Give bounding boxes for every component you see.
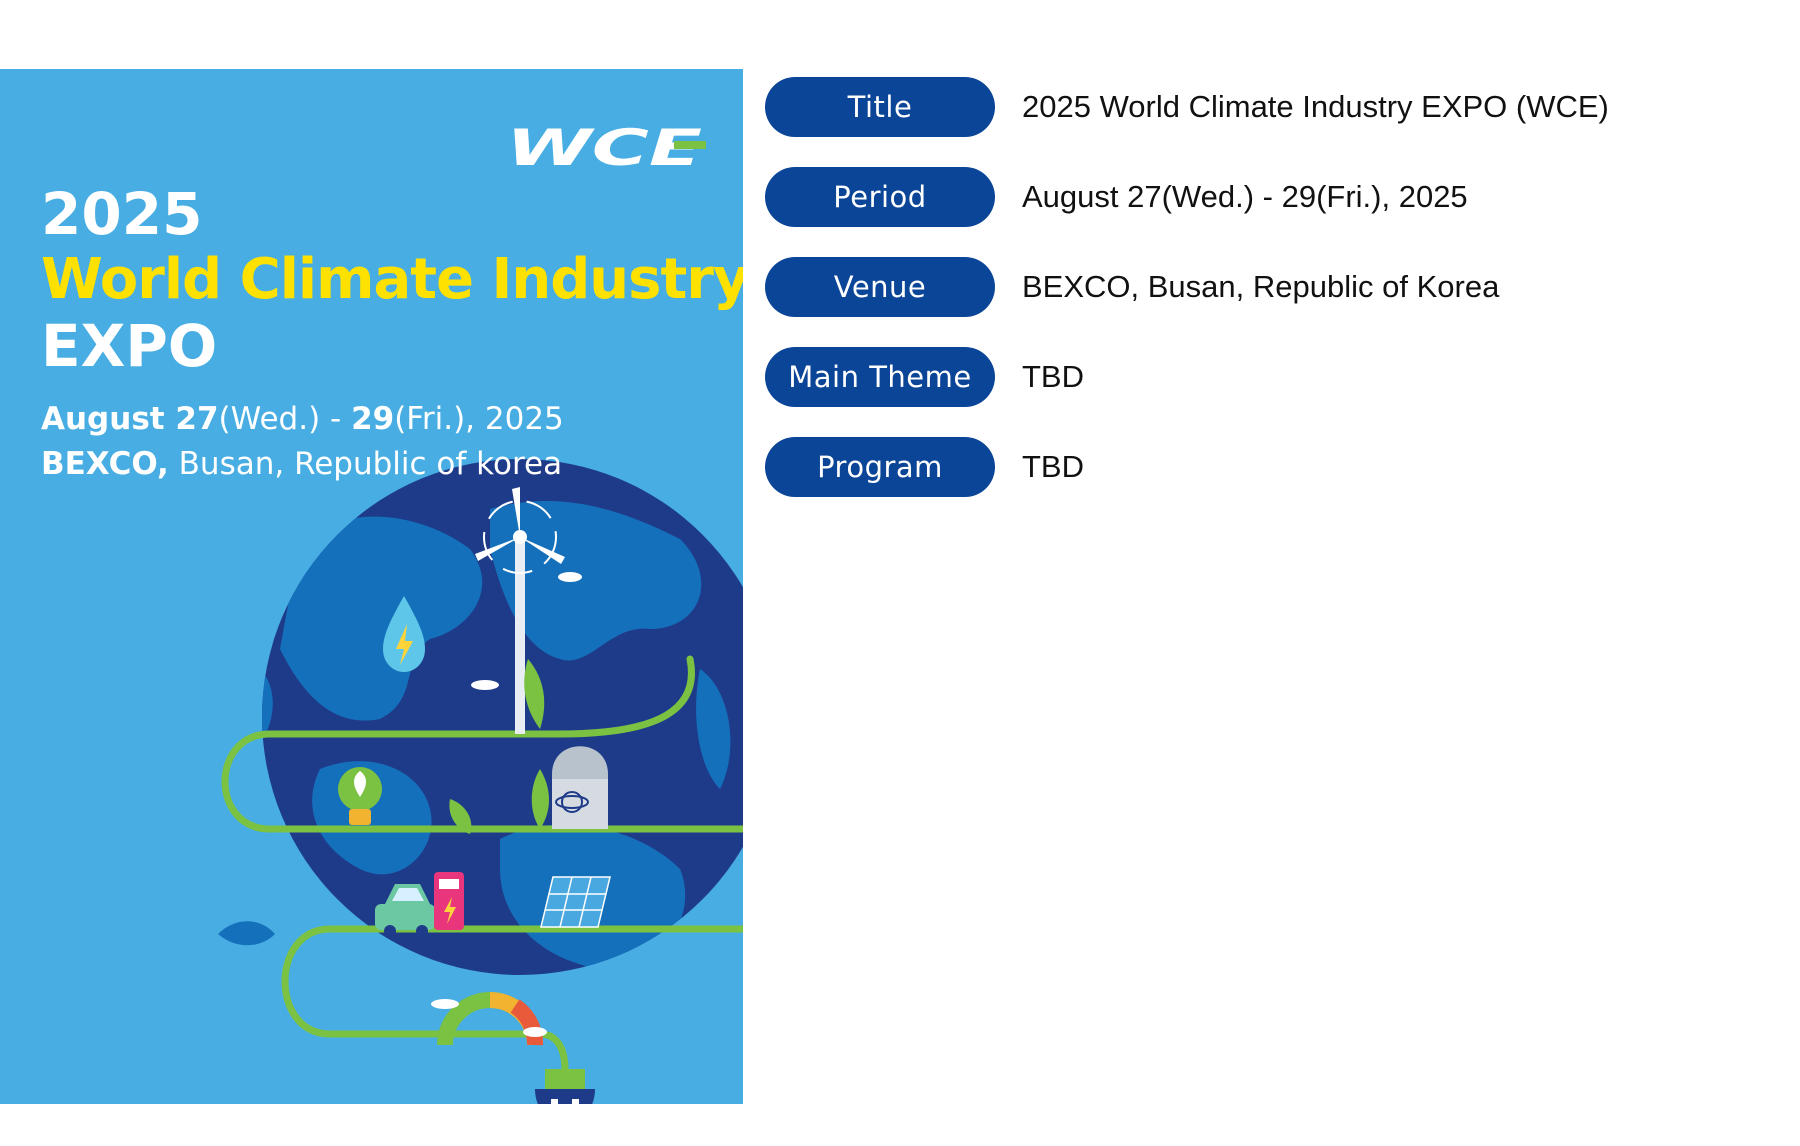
poster-event-name: World Climate Industry (41, 247, 743, 312)
leaf-icon (524, 659, 545, 729)
cloud-icon (431, 572, 582, 1037)
green-path (221, 655, 743, 1073)
water-drop-icon (383, 596, 425, 672)
leaf-icon (531, 769, 549, 829)
expo-poster: WCE 2025 World Climate Industry EXPO Aug… (0, 69, 743, 1104)
globe-illustration (218, 459, 743, 1104)
poster-expo: EXPO (41, 312, 218, 380)
event-info-list: Title 2025 World Climate Industry EXPO (… (765, 77, 1765, 527)
solar-panel-icon (540, 876, 611, 928)
program-value: TBD (1022, 449, 1084, 484)
power-plant-icon (552, 746, 608, 829)
gauge-icon (437, 992, 543, 1046)
info-row-main-theme: Main Theme TBD (765, 347, 1765, 407)
title-value: 2025 World Climate Industry EXPO (WCE) (1022, 89, 1609, 124)
program-label: Program (765, 437, 995, 497)
info-row-program: Program TBD (765, 437, 1765, 497)
info-row-period: Period August 27(Wed.) - 29(Fri.), 2025 (765, 167, 1765, 227)
info-row-title: Title 2025 World Climate Industry EXPO (… (765, 77, 1765, 137)
leaf-icon (218, 921, 275, 946)
period-label: Period (765, 167, 995, 227)
svg-text:WCE: WCE (506, 123, 702, 169)
venue-label: Venue (765, 257, 995, 317)
poster-year: 2025 (41, 180, 203, 248)
leaf-icon (449, 799, 472, 834)
wce-logo: WCE (506, 123, 706, 169)
info-row-venue: Venue BEXCO, Busan, Republic of Korea (765, 257, 1765, 317)
poster-dates: August 27(Wed.) - 29(Fri.), 2025 (41, 401, 564, 437)
plug-icon (535, 1069, 595, 1104)
venue-value: BEXCO, Busan, Republic of Korea (1022, 269, 1500, 304)
electric-car-icon (375, 884, 435, 937)
main-theme-label: Main Theme (765, 347, 995, 407)
title-label: Title (765, 77, 995, 137)
main-theme-value: TBD (1022, 359, 1084, 394)
poster-text-block: 2025 World Climate Industry EXPO August … (41, 180, 743, 487)
light-bulb-icon (338, 767, 382, 825)
wind-turbine-icon (475, 487, 565, 734)
poster-venue: BEXCO, Busan, Republic of korea (41, 446, 563, 482)
period-value: August 27(Wed.) - 29(Fri.), 2025 (1022, 179, 1468, 214)
charging-station-icon (434, 872, 464, 930)
